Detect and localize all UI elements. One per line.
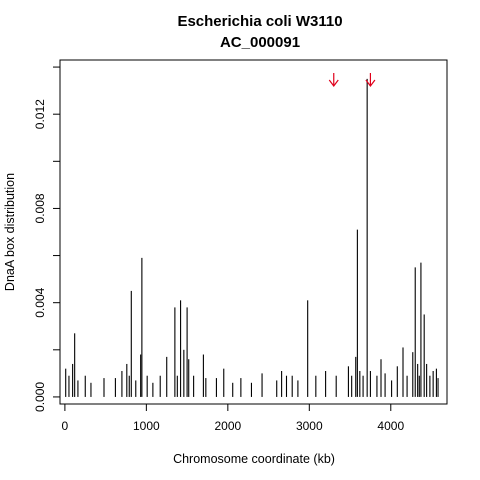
x-axis-label: Chromosome coordinate (kb) <box>173 452 335 466</box>
y-axis: 0.000 0.004 0.008 0.012 <box>33 66 61 412</box>
x-tick-label: 0 <box>62 419 69 433</box>
chart-subtitle: AC_000091 <box>220 34 300 51</box>
origin-arrow-icon <box>365 73 376 87</box>
x-tick-label: 2000 <box>214 419 241 433</box>
arrow-annotations <box>328 73 376 87</box>
bar-series <box>65 78 439 397</box>
x-tick-label: 4000 <box>377 419 404 433</box>
origin-arrow-icon <box>328 73 339 87</box>
x-tick-label: 1000 <box>133 419 160 433</box>
x-axis: 0 1000 2000 3000 4000 <box>62 403 404 433</box>
chart-title: Escherichia coli W3110 <box>177 13 342 30</box>
y-tick-label: 0.012 <box>33 99 47 129</box>
y-tick-label: 0.004 <box>33 287 47 317</box>
plot-frame <box>59 59 448 405</box>
y-tick-label: 0.008 <box>33 193 47 223</box>
x-tick-label: 3000 <box>296 419 323 433</box>
y-tick-label: 0.000 <box>33 382 47 412</box>
y-axis-label: DnaA box distribution <box>3 173 17 291</box>
